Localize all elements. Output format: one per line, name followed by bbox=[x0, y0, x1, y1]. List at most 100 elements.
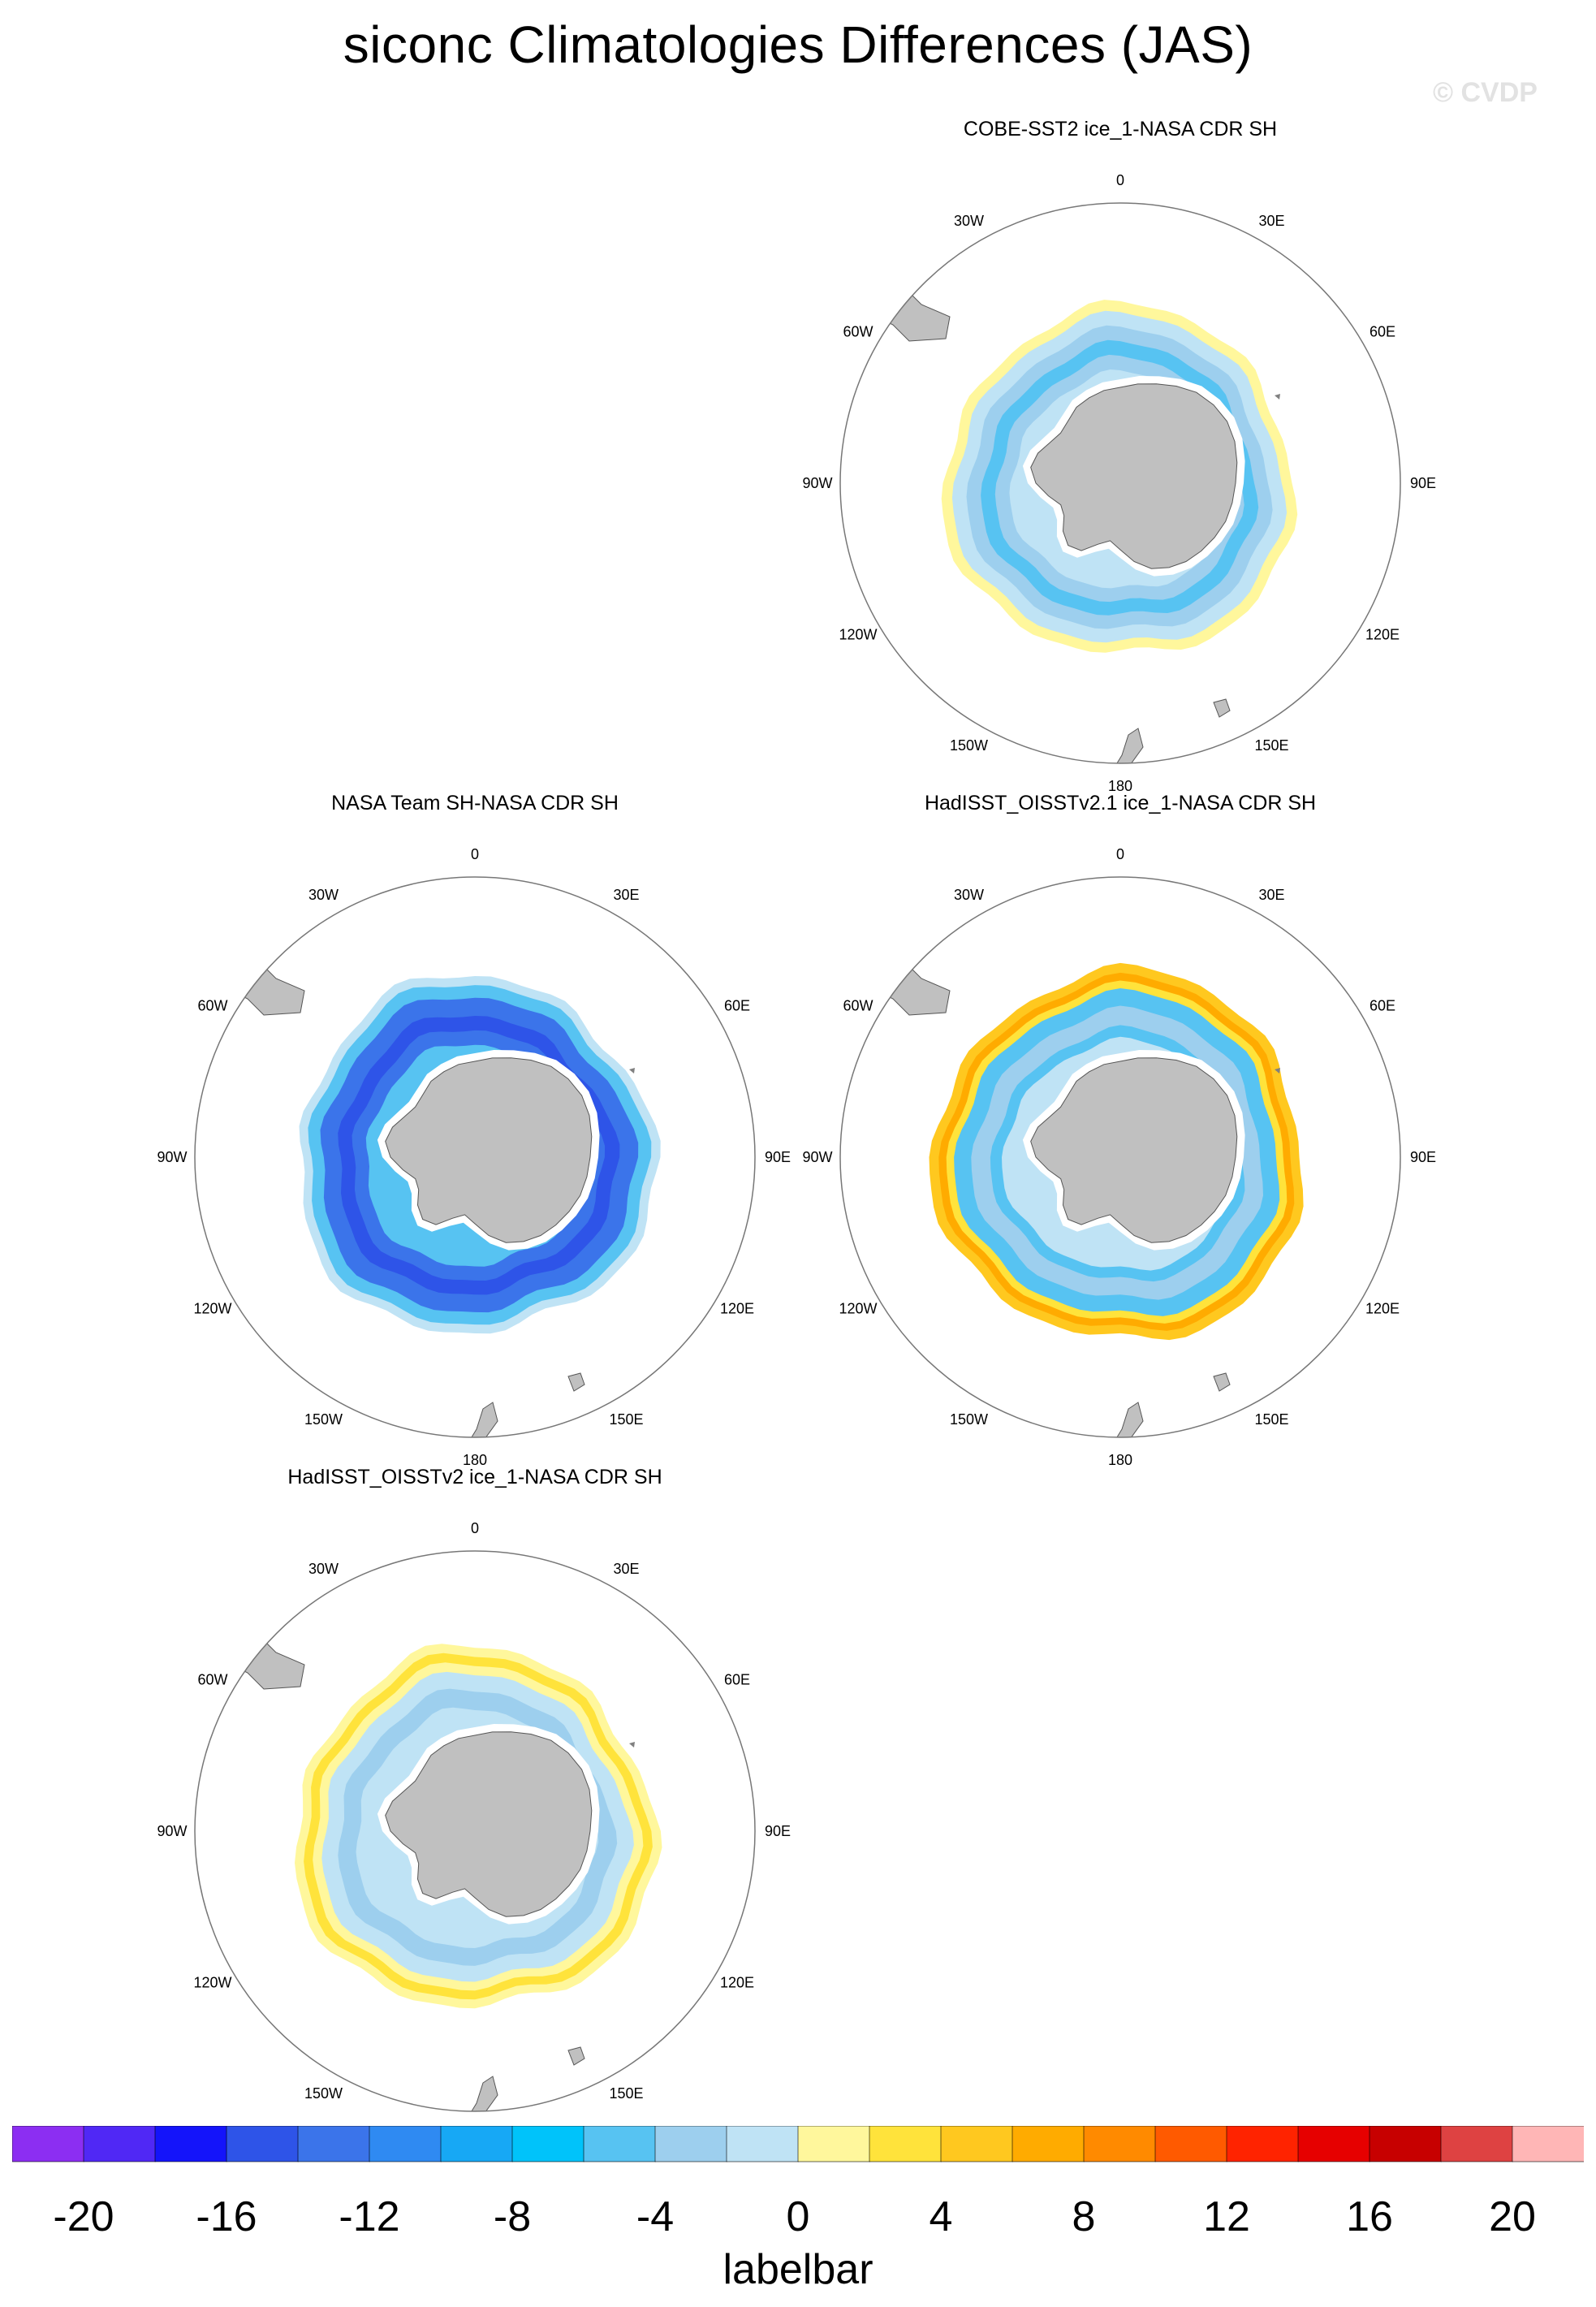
longitude-label: 120W bbox=[839, 627, 877, 643]
tasmania-landmass bbox=[567, 2046, 585, 2066]
longitude-label: 60W bbox=[197, 1672, 227, 1688]
south-america-landmass bbox=[218, 961, 305, 1016]
longitude-label: 30E bbox=[613, 1561, 639, 1577]
colorbar bbox=[12, 2126, 1584, 2162]
map-boundary bbox=[194, 876, 756, 1438]
colorbar-tick-label: -4 bbox=[636, 2193, 675, 2240]
antarctica-landmass bbox=[385, 1057, 593, 1243]
colorbar-segment bbox=[1154, 2126, 1227, 2162]
longitude-label: 90W bbox=[157, 1823, 187, 1839]
longitude-label: 30E bbox=[1258, 213, 1284, 229]
longitude-label: 90E bbox=[765, 1823, 791, 1839]
panel-title: HadISST_OISSTv2 ice_1-NASA CDR SH bbox=[287, 1466, 662, 1488]
longitude-label: 60W bbox=[843, 998, 873, 1014]
south-america-landmass bbox=[864, 961, 951, 1016]
longitude-label: 90E bbox=[1410, 1149, 1436, 1165]
colorbar-segment bbox=[369, 2126, 442, 2162]
longitude-label: 120E bbox=[1365, 1301, 1400, 1317]
colorbar-tick-label: -8 bbox=[493, 2193, 532, 2240]
longitude-label: 60E bbox=[1370, 324, 1395, 340]
longitude-label: 0 bbox=[1116, 172, 1124, 188]
cvdp-watermark: © CVDP bbox=[1433, 77, 1538, 108]
colorbar-segment bbox=[1440, 2126, 1513, 2162]
longitude-label: 30W bbox=[954, 213, 984, 229]
colorbar-segment bbox=[797, 2126, 870, 2162]
colorbar-label: labelbar bbox=[723, 2246, 873, 2293]
colorbar-segment bbox=[726, 2126, 799, 2162]
longitude-label: 180 bbox=[1108, 778, 1132, 794]
longitude-label: 120W bbox=[193, 1975, 231, 1991]
longitude-label: 90E bbox=[765, 1149, 791, 1165]
tasmania-landmass bbox=[1213, 698, 1231, 718]
new-zealand-landmass bbox=[1110, 1402, 1144, 1437]
kerguelen-landmass bbox=[1275, 1068, 1280, 1074]
colorbar-tick-label: 0 bbox=[786, 2193, 810, 2240]
colorbar-tick-label: 20 bbox=[1489, 2193, 1536, 2240]
longitude-label: 30E bbox=[613, 887, 639, 903]
colorbar-segment bbox=[440, 2126, 513, 2162]
colorbar-tick-label: -20 bbox=[53, 2193, 114, 2240]
longitude-label: 180 bbox=[463, 1452, 487, 1468]
kerguelen-landmass bbox=[629, 1742, 635, 1748]
panel-nasa-team: NASA Team SH-NASA CDR SH 0 30E 60E 90E 120E 1… bbox=[142, 792, 808, 1490]
page-title: siconc Climatologies Differences (JAS) bbox=[343, 15, 1253, 74]
colorbar-segment bbox=[511, 2126, 584, 2162]
longitude-label: 30W bbox=[954, 887, 984, 903]
longitude-label: 150W bbox=[304, 2085, 343, 2102]
longitude-label: 120E bbox=[1365, 627, 1400, 643]
tasmania-landmass bbox=[1213, 1372, 1231, 1392]
map-content bbox=[218, 961, 661, 1437]
new-zealand-landmass bbox=[1110, 728, 1144, 763]
colorbar-tick-label: 8 bbox=[1072, 2193, 1096, 2240]
colorbar-segment bbox=[297, 2126, 370, 2162]
colorbar-tick-label: 4 bbox=[929, 2193, 953, 2240]
longitude-label: 60W bbox=[843, 324, 873, 340]
longitude-label: 150E bbox=[609, 2085, 643, 2102]
antarctica-landmass bbox=[385, 1731, 593, 1917]
longitude-label: 60E bbox=[724, 998, 750, 1014]
longitude-label: 0 bbox=[1116, 846, 1124, 862]
colorbar-segment bbox=[1369, 2126, 1442, 2162]
longitude-label: 180 bbox=[1108, 1452, 1132, 1468]
colorbar-segment bbox=[154, 2126, 227, 2162]
longitude-label: 0 bbox=[471, 1520, 479, 1536]
colorbar-tick-label: 16 bbox=[1346, 2193, 1393, 2240]
colorbar-segment bbox=[1083, 2126, 1156, 2162]
longitude-label: 150E bbox=[609, 1411, 643, 1428]
tasmania-landmass bbox=[567, 1372, 585, 1392]
longitude-label: 90E bbox=[1410, 475, 1436, 491]
colorbar-tick-label: 12 bbox=[1203, 2193, 1250, 2240]
new-zealand-landmass bbox=[464, 2076, 498, 2111]
longitude-label: 150W bbox=[304, 1411, 343, 1428]
colorbar-tick-label: -16 bbox=[196, 2193, 257, 2240]
panel-hadisst-oisstv2: HadISST_OISSTv2 ice_1-NASA CDR SH 0 30E 60… bbox=[142, 1466, 808, 2164]
colorbar-tick-label: -12 bbox=[339, 2193, 400, 2240]
south-america-landmass bbox=[218, 1635, 305, 1690]
colorbar-segment bbox=[869, 2126, 942, 2162]
longitude-label: 120E bbox=[720, 1975, 754, 1991]
colorbar-segment bbox=[12, 2126, 84, 2162]
longitude-label: 30W bbox=[308, 887, 339, 903]
colorbar-segment bbox=[583, 2126, 656, 2162]
kerguelen-landmass bbox=[629, 1068, 635, 1074]
panel-title: COBE-SST2 ice_1-NASA CDR SH bbox=[963, 118, 1278, 140]
map-content bbox=[218, 1635, 662, 2111]
south-america-landmass bbox=[864, 287, 951, 342]
longitude-label: 150W bbox=[950, 1411, 988, 1428]
kerguelen-landmass bbox=[1275, 394, 1280, 400]
panel-title: NASA Team SH-NASA CDR SH bbox=[331, 792, 619, 814]
new-zealand-landmass bbox=[464, 1402, 498, 1437]
colorbar-segment bbox=[83, 2126, 156, 2162]
colorbar-segment bbox=[940, 2126, 1013, 2162]
panel-hadisst-oisstv2-1: HadISST_OISSTv2.1 ice_1-NASA CDR SH 0 30E… bbox=[787, 792, 1453, 1490]
colorbar-segment bbox=[1226, 2126, 1299, 2162]
longitude-label: 120E bbox=[720, 1301, 754, 1317]
antarctica-landmass bbox=[1030, 383, 1238, 569]
longitude-label: 30E bbox=[1258, 887, 1284, 903]
longitude-label: 90W bbox=[802, 1149, 832, 1165]
map-boundary bbox=[839, 202, 1401, 764]
colorbar-segment bbox=[1297, 2126, 1370, 2162]
